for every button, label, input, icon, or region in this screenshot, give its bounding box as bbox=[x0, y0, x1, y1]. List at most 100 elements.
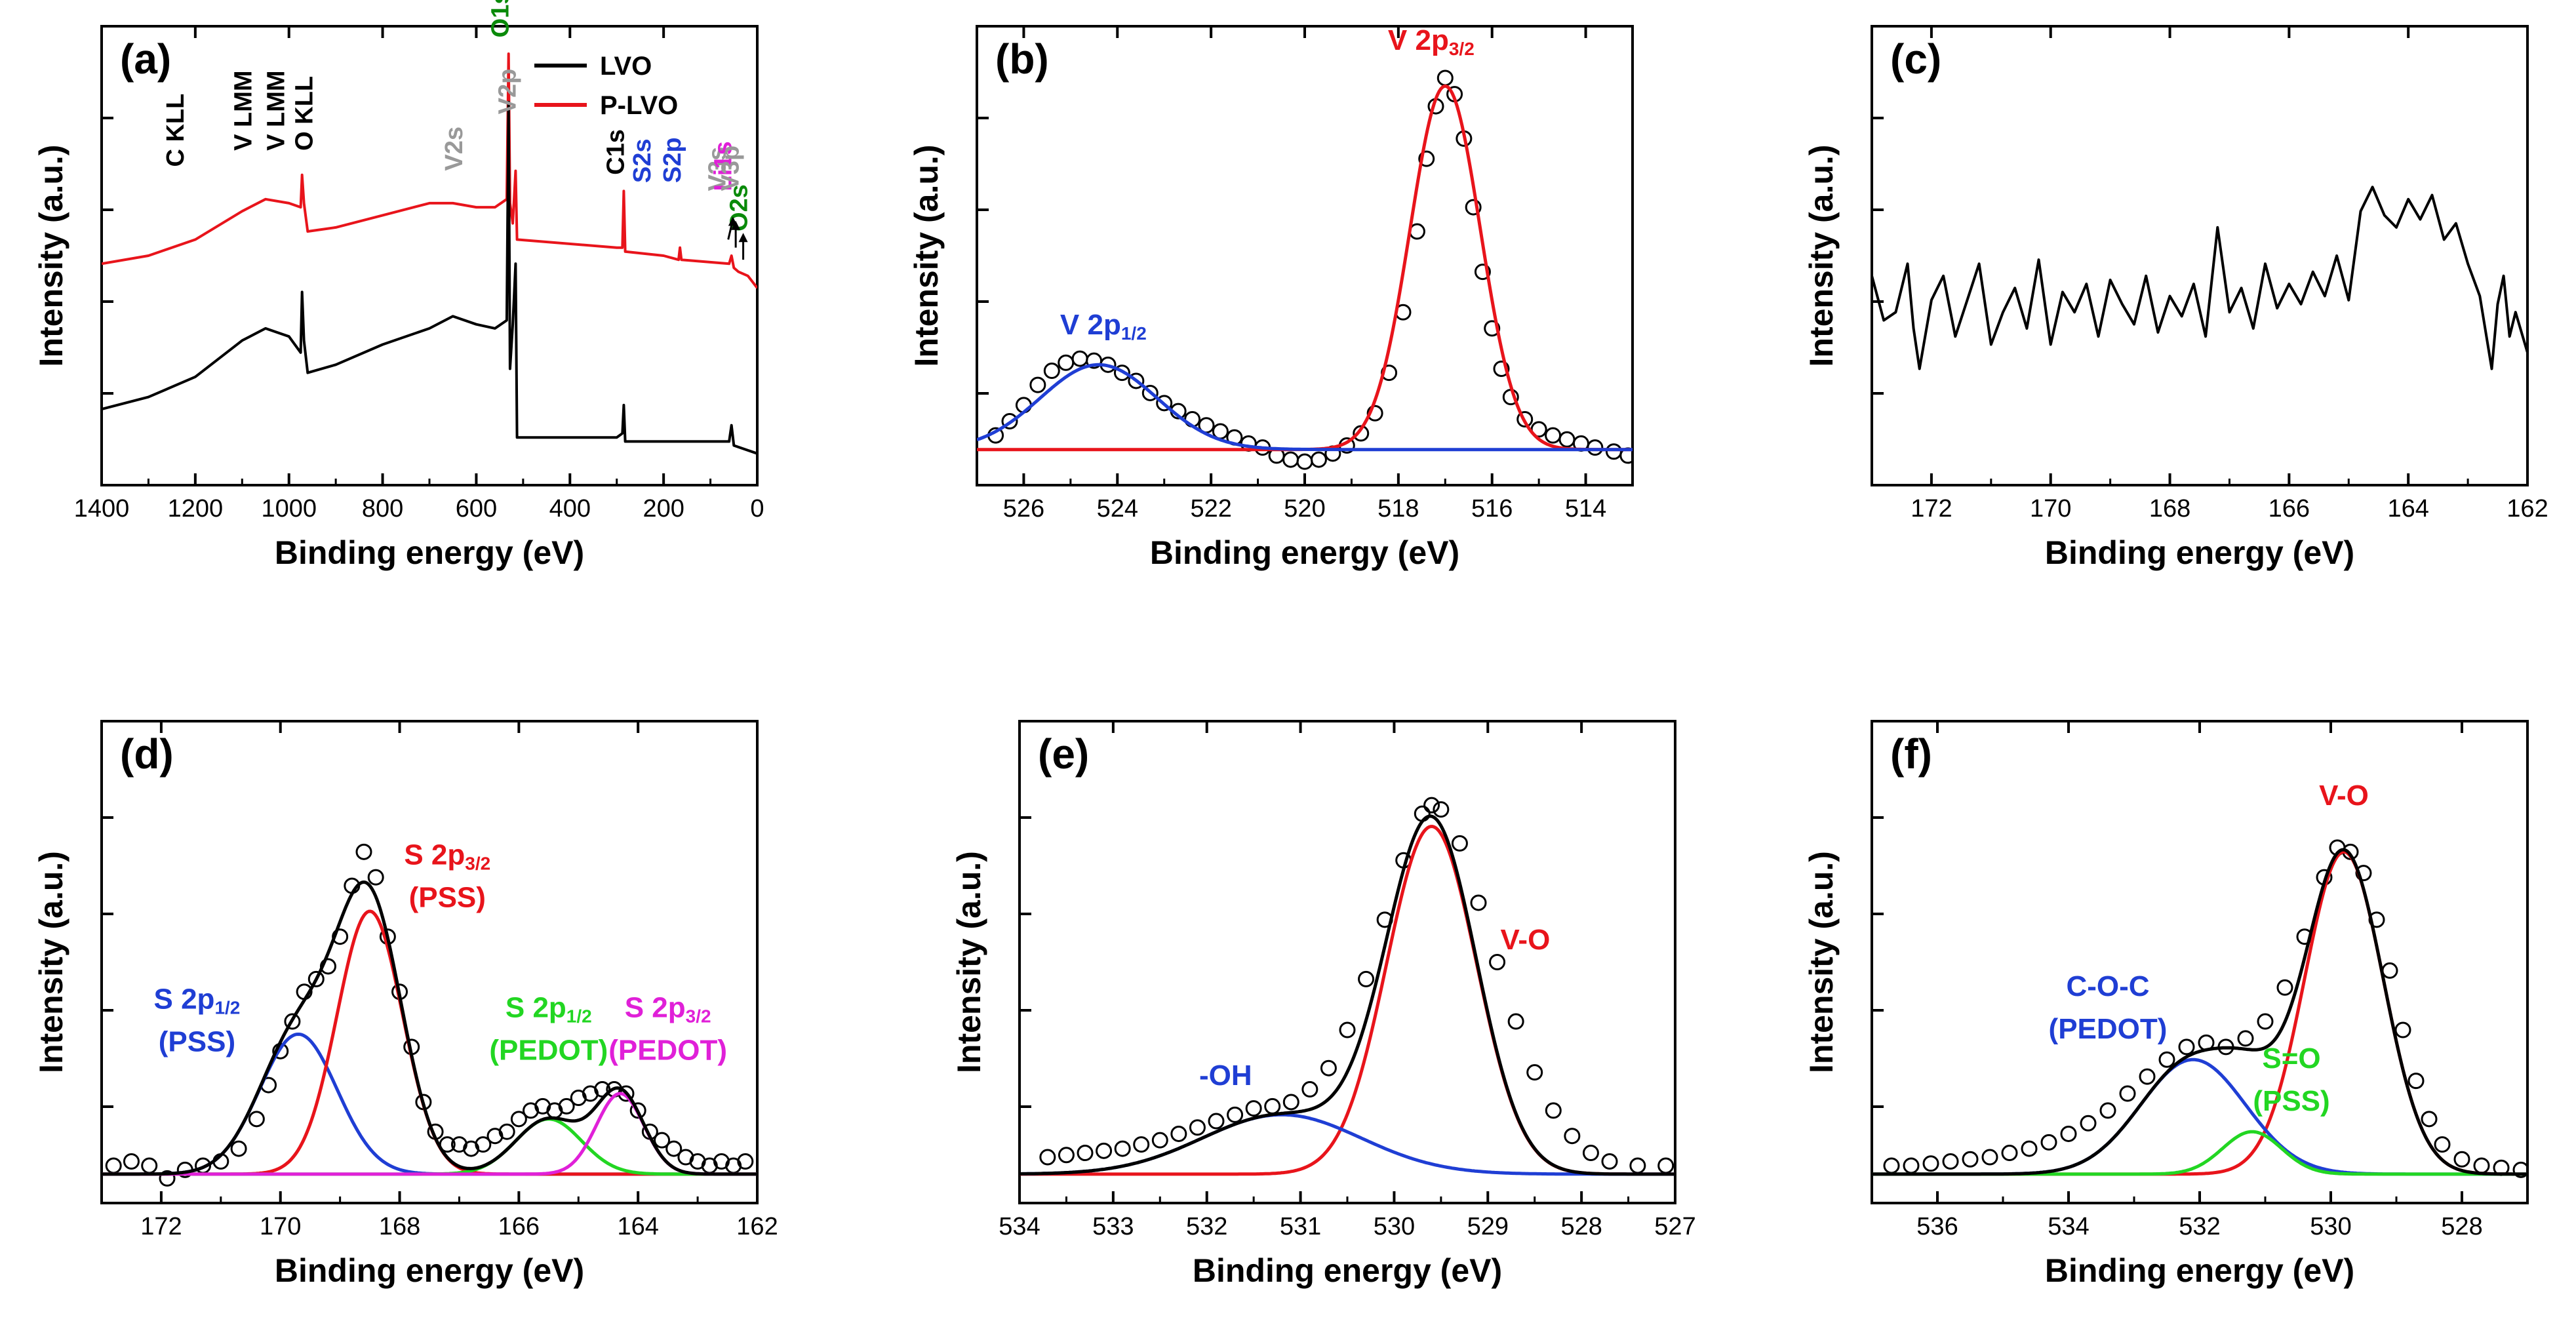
annotation-label: (PSS) bbox=[159, 1025, 235, 1057]
data-point bbox=[2473, 1157, 2490, 1174]
x-axis-title: Binding energy (eV) bbox=[2045, 534, 2354, 571]
annotation-label: (PEDOT) bbox=[2049, 1013, 2168, 1045]
data-point bbox=[141, 1157, 158, 1174]
data-point bbox=[1605, 443, 1622, 460]
annotation-label: (PSS) bbox=[2253, 1085, 2329, 1117]
data-point bbox=[2512, 1161, 2527, 1178]
fit-curve-v-2p3-2-fit bbox=[977, 84, 1633, 452]
peak-arrow-head bbox=[738, 233, 748, 243]
data-point bbox=[1657, 1157, 1674, 1174]
annotation-label: S2s bbox=[629, 138, 656, 183]
data-point bbox=[1353, 425, 1370, 442]
panel-letter: (a) bbox=[120, 35, 171, 83]
data-point bbox=[510, 1111, 527, 1128]
data-point bbox=[1227, 1106, 1244, 1123]
x-axis-title: Binding energy (eV) bbox=[2045, 1252, 2354, 1289]
data-point bbox=[1043, 363, 1060, 380]
data-point bbox=[2276, 979, 2293, 996]
y-axis-title: Intensity (a.u.) bbox=[1803, 851, 1840, 1073]
x-tick-label: 168 bbox=[2149, 495, 2190, 523]
data-point bbox=[1366, 405, 1383, 422]
data-point bbox=[1942, 1153, 1959, 1170]
data-point bbox=[1245, 1100, 1262, 1117]
annotation-label: V 2p1/2 bbox=[1060, 309, 1147, 344]
data-point bbox=[307, 970, 325, 987]
x-tick-label: 526 bbox=[1003, 495, 1044, 523]
data-point bbox=[1903, 1157, 1920, 1174]
plot-area bbox=[102, 843, 757, 1187]
data-point bbox=[1320, 1059, 1337, 1077]
annotation-label: (PEDOT) bbox=[489, 1034, 608, 1066]
x-tick-label: 164 bbox=[2387, 495, 2428, 523]
fit-curve-c-o-c-pedot-fit bbox=[1872, 1057, 2527, 1176]
plot-frame bbox=[1871, 25, 2529, 486]
data-point bbox=[1493, 360, 1510, 377]
data-point bbox=[1141, 384, 1159, 401]
panel-e: 534 533 532 531 530 529 528 527 Binding energy (… bbox=[951, 720, 1696, 1289]
annotation-label: C-O-C bbox=[2066, 970, 2149, 1002]
data-point bbox=[1339, 1021, 1356, 1038]
panel-d: 172 170 168 166 164 162 Binding energy (eV) Int… bbox=[33, 720, 778, 1289]
data-point bbox=[1545, 427, 1562, 444]
annotation-label: Li1s bbox=[710, 141, 738, 191]
x-tick-label: 531 bbox=[1280, 1213, 1321, 1240]
annotation-label: V3s bbox=[703, 147, 731, 191]
data-point bbox=[1587, 439, 1604, 456]
y-axis-title: Intensity (a.u.) bbox=[1803, 145, 1840, 367]
data-point bbox=[2021, 1140, 2038, 1157]
x-tick-label: 170 bbox=[2030, 495, 2071, 523]
x-tick-label: 520 bbox=[1284, 495, 1325, 523]
data-point bbox=[2060, 1125, 2077, 1142]
data-point bbox=[1114, 1140, 1131, 1157]
data-point bbox=[1058, 1147, 1075, 1164]
x-tick-label: 528 bbox=[2441, 1213, 2482, 1240]
data-point bbox=[367, 869, 384, 886]
data-point bbox=[737, 1153, 754, 1170]
x-tick-label: 533 bbox=[1092, 1213, 1134, 1240]
annotation-label: S 2p3/2 bbox=[404, 839, 490, 874]
legend-label: LVO bbox=[600, 52, 652, 81]
data-point bbox=[1451, 835, 1468, 852]
x-tick-label: 532 bbox=[2179, 1213, 2220, 1240]
annotation-label: S 2p1/2 bbox=[505, 992, 592, 1027]
x-tick-label: 527 bbox=[1654, 1213, 1695, 1240]
y-axis-title: Intensity (a.u.) bbox=[951, 851, 987, 1073]
data-point bbox=[1156, 395, 1173, 412]
data-point bbox=[355, 843, 372, 860]
x-tick-label: 530 bbox=[1374, 1213, 1415, 1240]
x-tick-label: 0 bbox=[750, 495, 764, 523]
data-point bbox=[1465, 199, 1482, 216]
data-point bbox=[1474, 264, 1491, 281]
data-point bbox=[123, 1153, 140, 1170]
data-point bbox=[1128, 372, 1145, 389]
annotation-label: V-O bbox=[2319, 780, 2369, 812]
data-point bbox=[2257, 1013, 2274, 1030]
peak-arrow-head bbox=[731, 220, 741, 230]
plot-frame bbox=[976, 25, 1634, 486]
panel-letter: (b) bbox=[995, 35, 1049, 83]
annotation-label: S2p bbox=[659, 137, 686, 183]
data-point bbox=[1077, 1145, 1094, 1162]
x-axis-title: Binding energy (eV) bbox=[1150, 534, 1459, 571]
x-tick-label: 166 bbox=[498, 1213, 540, 1240]
data-point bbox=[1433, 801, 1450, 818]
data-point bbox=[1418, 150, 1435, 167]
panel-letter: (f) bbox=[1890, 730, 1932, 778]
data-point bbox=[1601, 1153, 1618, 1170]
x-tick-label: 162 bbox=[2507, 495, 2548, 523]
annotation-label: O1s bbox=[487, 0, 515, 37]
annotation-label: S 2p3/2 bbox=[625, 992, 711, 1027]
series-line-lvo bbox=[102, 100, 757, 455]
data-point bbox=[1558, 431, 1575, 448]
x-tick-label: 534 bbox=[999, 1213, 1040, 1240]
data-point bbox=[665, 1140, 683, 1157]
fit-curve-v-o-fit bbox=[1020, 825, 1675, 1176]
data-point bbox=[1151, 1132, 1168, 1149]
annotation-label: V 2p3/2 bbox=[1388, 24, 1475, 59]
plot-frame bbox=[100, 720, 759, 1204]
data-point bbox=[1001, 413, 1018, 430]
data-point bbox=[1208, 1113, 1225, 1130]
x-tick-label: 1400 bbox=[74, 495, 130, 523]
data-point bbox=[1507, 1013, 1524, 1030]
